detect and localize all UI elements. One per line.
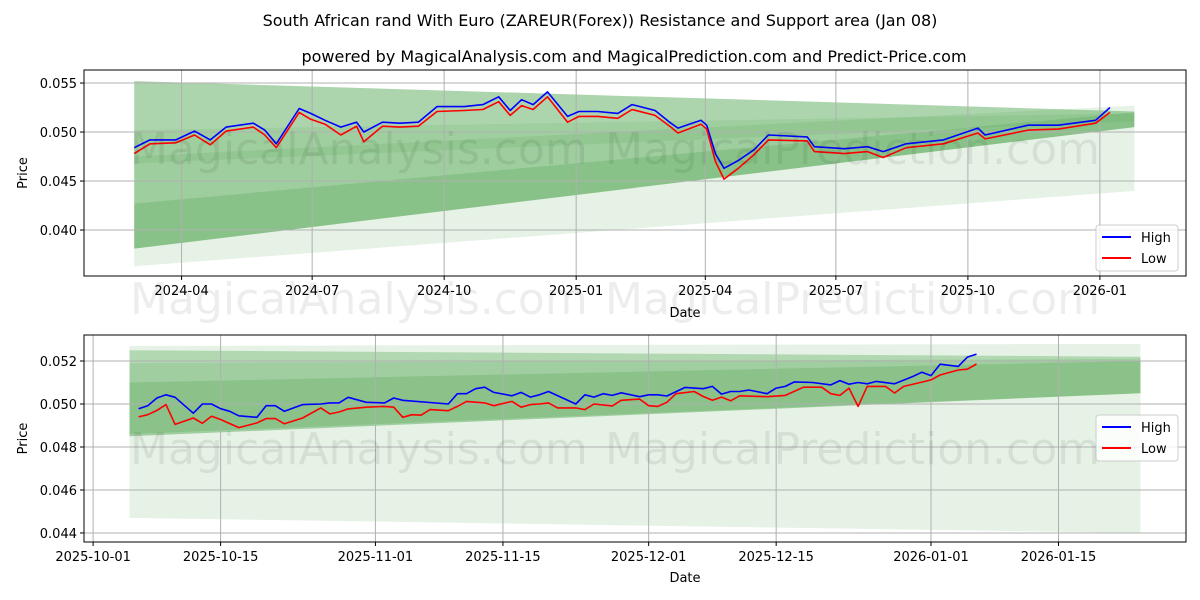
chart-title: South African rand With Euro (ZAREUR(For…: [263, 11, 938, 30]
support-resistance-band: [129, 343, 1141, 533]
x-tick-label: 2025-12-01: [611, 550, 687, 565]
series-low-line: [138, 363, 977, 429]
watermark-prediction: MagicalPrediction.com: [605, 424, 1100, 475]
watermark-prediction: MagicalPrediction.com: [605, 124, 1100, 175]
x-tick-label: 2025-10-15: [183, 550, 259, 565]
y-tick-label: 0.040: [40, 224, 77, 239]
x-tick-label: 2025-11-01: [338, 550, 414, 565]
x-tick-label: 2025-04: [678, 284, 732, 299]
y-tick-label: 0.046: [40, 484, 77, 499]
watermark-analysis: MagicalAnalysis.com: [130, 124, 588, 175]
y-tick-label: 0.045: [40, 175, 77, 190]
y-axis-label: Price: [16, 157, 31, 189]
plot-zoomed: 2025-10-01 2025-10-15 2025-11-01 2025-11-15…: [16, 334, 1187, 586]
y-tick-label: 0.055: [40, 77, 77, 92]
y-tick-label: 0.044: [40, 527, 77, 542]
x-tick-label: 2025-01: [549, 284, 603, 299]
x-axis-label: Date: [669, 571, 700, 586]
x-axis-label: Date: [669, 306, 700, 321]
x-tick-label: 2024-10: [417, 284, 471, 299]
x-tick-label: 2026-01-15: [1021, 550, 1097, 565]
series-low-line: [133, 96, 1111, 180]
support-resistance-band: [134, 113, 1135, 164]
legend-label-low: Low: [1141, 442, 1167, 457]
support-resistance-band: [134, 105, 1135, 267]
x-tick-label: 2025-10-01: [55, 550, 131, 565]
x-tick-label: 2024-07: [285, 284, 339, 299]
support-resistance-band: [129, 358, 1141, 437]
x-tick-label: 2026-01-01: [893, 550, 969, 565]
watermarks: MagicalAnalysis.com MagicalPrediction.co…: [130, 124, 1100, 475]
watermark-prediction: MagicalPrediction.com: [605, 274, 1100, 325]
series-high-line: [138, 353, 977, 419]
x-tick-label: 2026-01: [1073, 284, 1127, 299]
watermark-analysis: MagicalAnalysis.com: [130, 424, 588, 475]
plot-full-range: 2024-04 2024-07 2024-10 2025-01 2025-04 2025-…: [16, 69, 1187, 321]
legend: High Low: [1095, 224, 1179, 272]
x-tick-label: 2025-10: [941, 284, 995, 299]
support-resistance-band: [129, 350, 1141, 437]
y-axis-label: Price: [16, 423, 31, 455]
y-tick-label: 0.048: [40, 441, 77, 456]
watermark-analysis: MagicalAnalysis.com: [130, 274, 588, 325]
x-tick-label: 2025-11-15: [465, 550, 541, 565]
chart-subtitle: powered by MagicalAnalysis.com and Magic…: [301, 47, 966, 66]
legend: High Low: [1095, 414, 1179, 462]
x-tick-label: 2024-04: [154, 284, 208, 299]
x-tick-label: 2025-12-15: [738, 550, 814, 565]
x-tick-label: 2025-07: [809, 284, 863, 299]
axes-frame: [83, 69, 1187, 277]
y-tick-label: 0.050: [40, 126, 77, 141]
legend-label-low: Low: [1141, 252, 1167, 267]
support-resistance-band: [129, 361, 1141, 435]
legend-label-high: High: [1141, 421, 1171, 436]
axes-frame: [83, 334, 1187, 543]
y-tick-label: 0.052: [40, 355, 77, 370]
series-high-line: [133, 91, 1111, 170]
y-tick-label: 0.050: [40, 398, 77, 413]
legend-label-high: High: [1141, 231, 1171, 246]
